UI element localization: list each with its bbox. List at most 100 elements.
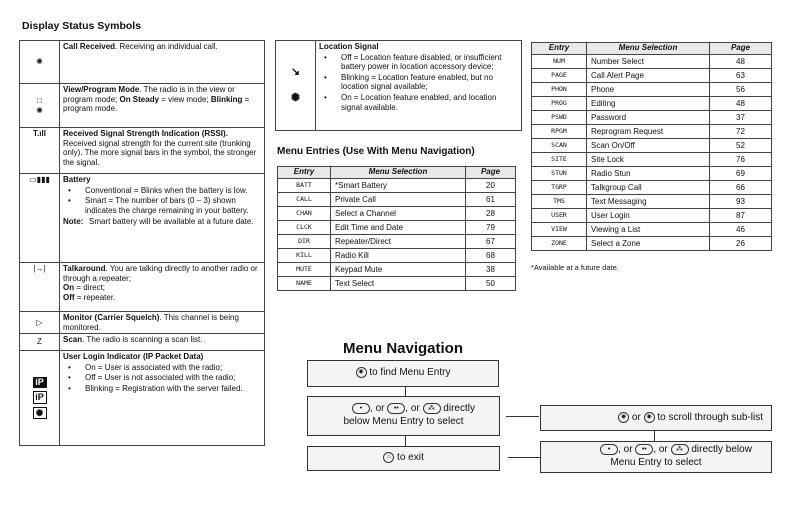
selection-cell: Select a Zone [586,236,710,251]
table-row: ZONE Select a Zone 26 [531,236,772,251]
selection-cell: Select a Channel [330,206,466,221]
table-row: DIR Repeater/Direct 67 [277,234,516,249]
selection-cell: Radio Kill [330,248,466,263]
monitor-icon: ▷ [19,310,60,335]
page-cell: 38 [465,262,516,277]
arrow [508,457,540,458]
page-title: Display Status Symbols [22,20,142,32]
page-cell: 69 [709,166,772,181]
page-cell: 48 [709,96,772,111]
entry-cell: SCAN [531,138,587,153]
table-row: PHON Phone 56 [531,82,772,97]
page-cell: 61 [465,192,516,207]
selection-cell: Scan On/Off [586,138,710,153]
nav-step-select: •, or ••, or ⁂ directly below Menu Entry … [307,396,500,436]
nav-step-sub-select: •, or ••, or ⁂ directly below Menu Entry … [540,441,772,473]
entry-cell: PAGE [531,68,587,83]
entry-cell: NUM [531,54,587,69]
table-row: TMS Text Messaging 93 [531,194,772,209]
entry-cell: USER [531,208,587,223]
arrow [506,416,539,417]
table-row: RPGM Reprogram Request 72 [531,124,772,139]
table-row: NAME Text Select 50 [277,276,516,291]
table-row: PAGE Call Alert Page 63 [531,68,772,83]
softkey-3-icon: ⁂ [422,403,441,415]
selection-cell: Text Select [330,276,466,291]
nav-step-find-entry: ◉ to find Menu Entry [307,360,499,387]
menu-entries-table-2: Entry Menu Selection Page NUM Number Select… [531,42,772,251]
arrow [405,387,406,396]
selection-cell: Password [586,110,710,125]
selection-cell: User Login [586,208,710,223]
entry-cell: KILL [277,248,331,263]
nav-right-icon: ◉ [643,411,655,423]
entry-cell: STUN [531,166,587,181]
table-row: NUM Number Select 48 [531,54,772,69]
rssi-icon: T.ıll [19,127,60,174]
page-cell: 48 [709,54,772,69]
selection-cell: Call Alert Page [586,68,710,83]
arrow [405,436,406,446]
ip-login-icon: iP iP ✺ [19,350,60,447]
selection-cell: Text Messaging [586,194,710,209]
location-signal-table: ↘✺Location SignalOff = Location feature … [275,40,522,131]
table-row: MUTE Keypad Mute 38 [277,262,516,277]
battery-icon: ▭▮▮▮ [19,173,60,263]
page-cell: 50 [465,276,516,291]
entry-cell: PSWD [531,110,587,125]
page-cell: 93 [709,194,772,209]
softkey-1-icon: • [600,444,619,456]
page-cell: 72 [709,124,772,139]
nav-step-exit: ⌂ to exit [307,446,500,471]
entry-cell: PHON [531,82,587,97]
table-row: USER User Login 87 [531,208,772,223]
home-button-icon: ⌂ [383,452,395,464]
menu-entries-heading: Menu Entries (Use With Menu Navigation) [277,146,475,157]
table-row: PSWD Password 37 [531,110,772,125]
entry-cell: DIR [277,234,331,249]
menu-entries-table-1: Entry Menu Selection Page BATT *Smart Batte… [277,166,516,291]
entry-cell: PROG [531,96,587,111]
page-cell: 66 [709,180,772,195]
selection-cell: Talkgroup Call [586,180,710,195]
selection-cell: Editing [586,96,710,111]
talkaround-icon: |→| [19,262,60,312]
entry-cell: TGRP [531,180,587,195]
nav-button-icon: ◉ [355,367,367,379]
entry-cell: RPGM [531,124,587,139]
nav-left-icon: ◉ [618,411,630,423]
table-row: BATT *Smart Battery 20 [277,178,516,193]
entry-cell: NAME [277,276,331,291]
table-row: KILL Radio Kill 68 [277,248,516,263]
selection-cell: Number Select [586,54,710,69]
table-row: PROG Editing 48 [531,96,772,111]
entry-cell: CHAN [277,206,331,221]
page-cell: 56 [709,82,772,97]
entry-cell: TMS [531,194,587,209]
table-row: SITE Site Lock 76 [531,152,772,167]
selection-cell: Reprogram Request [586,124,710,139]
selection-cell: Keypad Mute [330,262,466,277]
page-cell: 76 [709,152,772,167]
page-cell: 37 [709,110,772,125]
view-program-mode-icon: □ ✺ [19,83,60,128]
page-cell: 68 [465,248,516,263]
selection-cell: Private Call [330,192,466,207]
table-row: VIEW Viewing a List 46 [531,222,772,237]
page-cell: 46 [709,222,772,237]
page-cell: 52 [709,138,772,153]
selection-cell: Site Lock [586,152,710,167]
page-cell: 20 [465,178,516,193]
page-cell: 79 [465,220,516,235]
softkey-1-icon: • [352,403,371,415]
entry-cell: CALL [277,192,331,207]
softkey-3-icon: ⁂ [670,444,689,456]
table-row: CLCK Edit Time and Date 79 [277,220,516,235]
table-row: STUN Radio Stun 69 [531,166,772,181]
scan-icon: Z [19,333,60,352]
softkey-2-icon: •• [635,444,654,456]
status-symbols-table: ✺ Call Received. Receiving an individual … [19,40,265,447]
softkey-2-icon: •• [387,403,406,415]
selection-cell: *Smart Battery [330,178,466,193]
menu-navigation-heading: Menu Navigation [343,340,464,357]
